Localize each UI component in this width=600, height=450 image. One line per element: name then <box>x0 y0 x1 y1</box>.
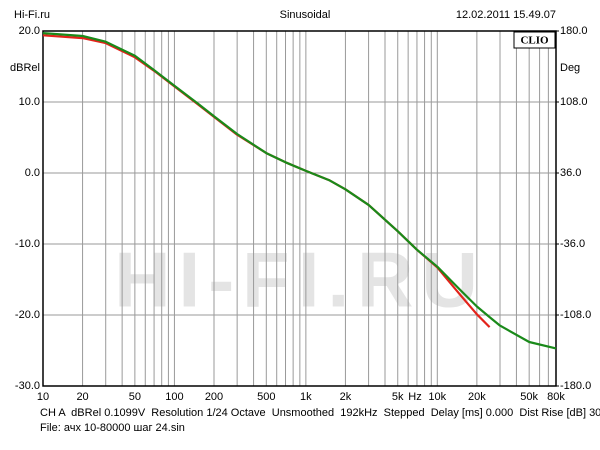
y2-tick-label: 36.0 <box>560 167 581 179</box>
x-tick-label: 50 <box>129 391 141 403</box>
source: Hi-Fi.ru <box>14 9 50 21</box>
date: 12.02.2011 15.49.07 <box>456 9 556 21</box>
x-tick-label: 500 <box>257 391 275 403</box>
footer-line: File: ачх 10-80000 шаг 24.sin <box>40 422 185 434</box>
plot-frame <box>42 30 557 387</box>
y2-tick-label: -180.0 <box>560 380 591 392</box>
x-tick-label: 1k <box>300 391 312 403</box>
x-tick-label: 2k <box>340 391 352 403</box>
x-tick-label: 20k <box>468 391 486 403</box>
footer-line: CH A dBRel 0.1099V Resolution 1/24 Octav… <box>40 407 600 419</box>
y2-tick-label: -36.0 <box>560 238 585 250</box>
logo-box <box>513 31 556 49</box>
y2-axis-label: Deg <box>560 62 580 74</box>
x-tick-label: 5k <box>392 391 404 403</box>
x-tick-label: 80k <box>547 391 565 403</box>
y-tick-label: 10.0 <box>19 96 40 108</box>
x-tick-label: 50k <box>520 391 538 403</box>
logo: CLIO <box>520 35 549 47</box>
y-tick-label: 20.0 <box>19 25 40 37</box>
x-tick-label: 20 <box>76 391 88 403</box>
y-tick-label: -30.0 <box>15 380 40 392</box>
x-tick-label: 10k <box>428 391 446 403</box>
y-tick-label: -10.0 <box>15 238 40 250</box>
y2-tick-label: 108.0 <box>560 96 588 108</box>
x-tick-label: 10 <box>37 391 49 403</box>
chart-title: Sinusoidal <box>280 9 331 21</box>
x-axis-unit: Hz <box>408 391 421 403</box>
y-axis-label: dBRel <box>10 62 40 74</box>
y2-tick-label: -108.0 <box>560 309 591 321</box>
series-line <box>42 32 557 350</box>
y-tick-label: 0.0 <box>25 167 40 179</box>
y2-tick-label: 180.0 <box>560 25 588 37</box>
x-tick-label: 100 <box>165 391 183 403</box>
y-tick-label: -20.0 <box>15 309 40 321</box>
x-tick-label: 200 <box>205 391 223 403</box>
